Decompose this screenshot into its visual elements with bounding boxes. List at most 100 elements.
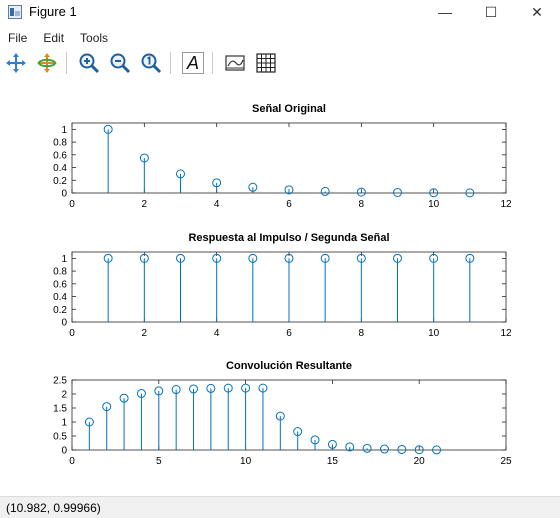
stem-marker xyxy=(212,253,222,263)
y-tick-label: 0 xyxy=(61,318,67,329)
zoom-in-button[interactable] xyxy=(76,50,102,76)
figure-canvas[interactable]: Señal Original 0 2 4 6 8 10 12 0 0.2 0.4 0.6 0.8 1 Res… xyxy=(0,78,560,496)
grid-toggle-icon xyxy=(256,53,276,73)
stem-marker xyxy=(429,188,439,198)
stem-marker xyxy=(393,187,402,197)
x-tick-label: 5 xyxy=(156,456,162,467)
y-tick-label: 0.4 xyxy=(53,163,67,174)
stem-marker xyxy=(320,253,330,263)
y-tick-label: 2.5 xyxy=(53,376,67,387)
stem-marker xyxy=(393,253,402,263)
x-tick-label: 10 xyxy=(428,328,440,339)
stem-marker xyxy=(356,253,366,263)
x-tick-label: 10 xyxy=(240,456,252,467)
x-tick-label: 20 xyxy=(414,456,426,467)
stem-marker xyxy=(284,253,294,263)
stem-marker xyxy=(189,384,199,394)
x-tick-label: 6 xyxy=(286,199,292,210)
stem-marker xyxy=(241,383,251,393)
stem-marker xyxy=(119,393,129,403)
stem-marker xyxy=(139,153,149,163)
stem-marker xyxy=(102,402,112,412)
x-tick-label: 2 xyxy=(142,328,148,339)
rotate-button[interactable] xyxy=(34,50,60,76)
zoom-reset-button[interactable] xyxy=(138,50,164,76)
minimize-button[interactable]: — xyxy=(422,0,468,24)
zoom-out-button[interactable] xyxy=(107,50,133,76)
x-tick-label: 12 xyxy=(500,199,512,210)
stem-marker xyxy=(429,253,439,263)
stem-marker xyxy=(310,435,320,445)
minimize-icon: — xyxy=(438,4,452,20)
text-icon: A xyxy=(182,52,204,74)
stem-marker xyxy=(176,169,185,179)
stem-marker xyxy=(379,444,389,454)
stem-marker xyxy=(432,445,442,455)
y-tick-label: 1.5 xyxy=(53,404,67,415)
y-tick-label: 0.2 xyxy=(53,305,67,316)
stem-marker xyxy=(136,388,146,398)
y-tick-label: 0.8 xyxy=(53,267,67,278)
y-tick-label: 0 xyxy=(61,189,67,200)
y-tick-label: 0.4 xyxy=(53,292,67,303)
stem-marker xyxy=(397,444,407,454)
x-tick-label: 12 xyxy=(500,328,512,339)
x-tick-label: 8 xyxy=(359,199,365,210)
toolbar-separator xyxy=(66,52,67,74)
maximize-button[interactable]: ☐ xyxy=(468,0,514,24)
stem-marker xyxy=(320,186,330,196)
close-button[interactable]: ✕ xyxy=(514,0,560,24)
menu-bar: File Edit Tools xyxy=(0,28,560,48)
y-tick-label: 0.2 xyxy=(53,176,67,187)
stem-marker xyxy=(327,439,337,449)
stem-marker xyxy=(414,445,424,455)
stem-marker xyxy=(103,253,113,263)
menu-tools[interactable]: Tools xyxy=(80,31,109,45)
insert-text-button[interactable]: A xyxy=(180,50,206,76)
subplot-title: Convolución Resultante xyxy=(226,360,352,372)
x-tick-label: 6 xyxy=(286,328,292,339)
zoom-in-icon xyxy=(79,53,100,74)
toolbar: A xyxy=(0,48,560,78)
y-tick-label: 0.5 xyxy=(53,432,67,443)
subplot-title: Señal Original xyxy=(252,103,326,115)
y-tick-label: 1 xyxy=(61,125,67,136)
x-tick-label: 25 xyxy=(500,456,512,467)
y-tick-label: 0 xyxy=(61,446,67,457)
close-icon: ✕ xyxy=(531,3,543,20)
pan-button[interactable] xyxy=(3,50,29,76)
stem-marker xyxy=(284,185,294,195)
stem-marker xyxy=(139,253,149,263)
grid-toggle-button[interactable] xyxy=(253,50,279,76)
x-tick-label: 0 xyxy=(69,328,75,339)
menu-file[interactable]: File xyxy=(8,31,28,45)
window-title: Figure 1 xyxy=(29,4,77,19)
x-tick-label: 8 xyxy=(359,328,365,339)
y-tick-label: 2 xyxy=(61,390,67,401)
y-tick-label: 1 xyxy=(61,254,67,265)
pan-icon xyxy=(6,53,26,73)
status-bar: (10.982, 0.99966) xyxy=(0,496,560,518)
toolbar-separator xyxy=(212,52,213,74)
stem-marker xyxy=(465,253,475,263)
axes-toggle-button[interactable] xyxy=(222,50,248,76)
cursor-coordinates: (10.982, 0.99966) xyxy=(6,500,101,515)
figure-app-icon xyxy=(8,5,22,19)
svg-text:A: A xyxy=(186,53,199,73)
y-tick-label: 1 xyxy=(61,418,67,429)
stem-marker xyxy=(356,187,366,197)
stem-marker xyxy=(223,383,233,393)
x-tick-label: 0 xyxy=(69,456,75,467)
zoom-reset-icon xyxy=(141,53,162,74)
stem-marker xyxy=(171,385,181,395)
x-tick-label: 4 xyxy=(214,328,220,339)
x-tick-label: 15 xyxy=(327,456,339,467)
stem-marker xyxy=(258,383,268,393)
x-tick-label: 2 xyxy=(142,199,148,210)
menu-edit[interactable]: Edit xyxy=(43,31,65,45)
title-bar: Figure 1 — ☐ ✕ xyxy=(0,0,560,24)
stem-marker xyxy=(103,124,113,134)
x-tick-label: 10 xyxy=(428,199,440,210)
x-tick-label: 4 xyxy=(214,199,220,210)
